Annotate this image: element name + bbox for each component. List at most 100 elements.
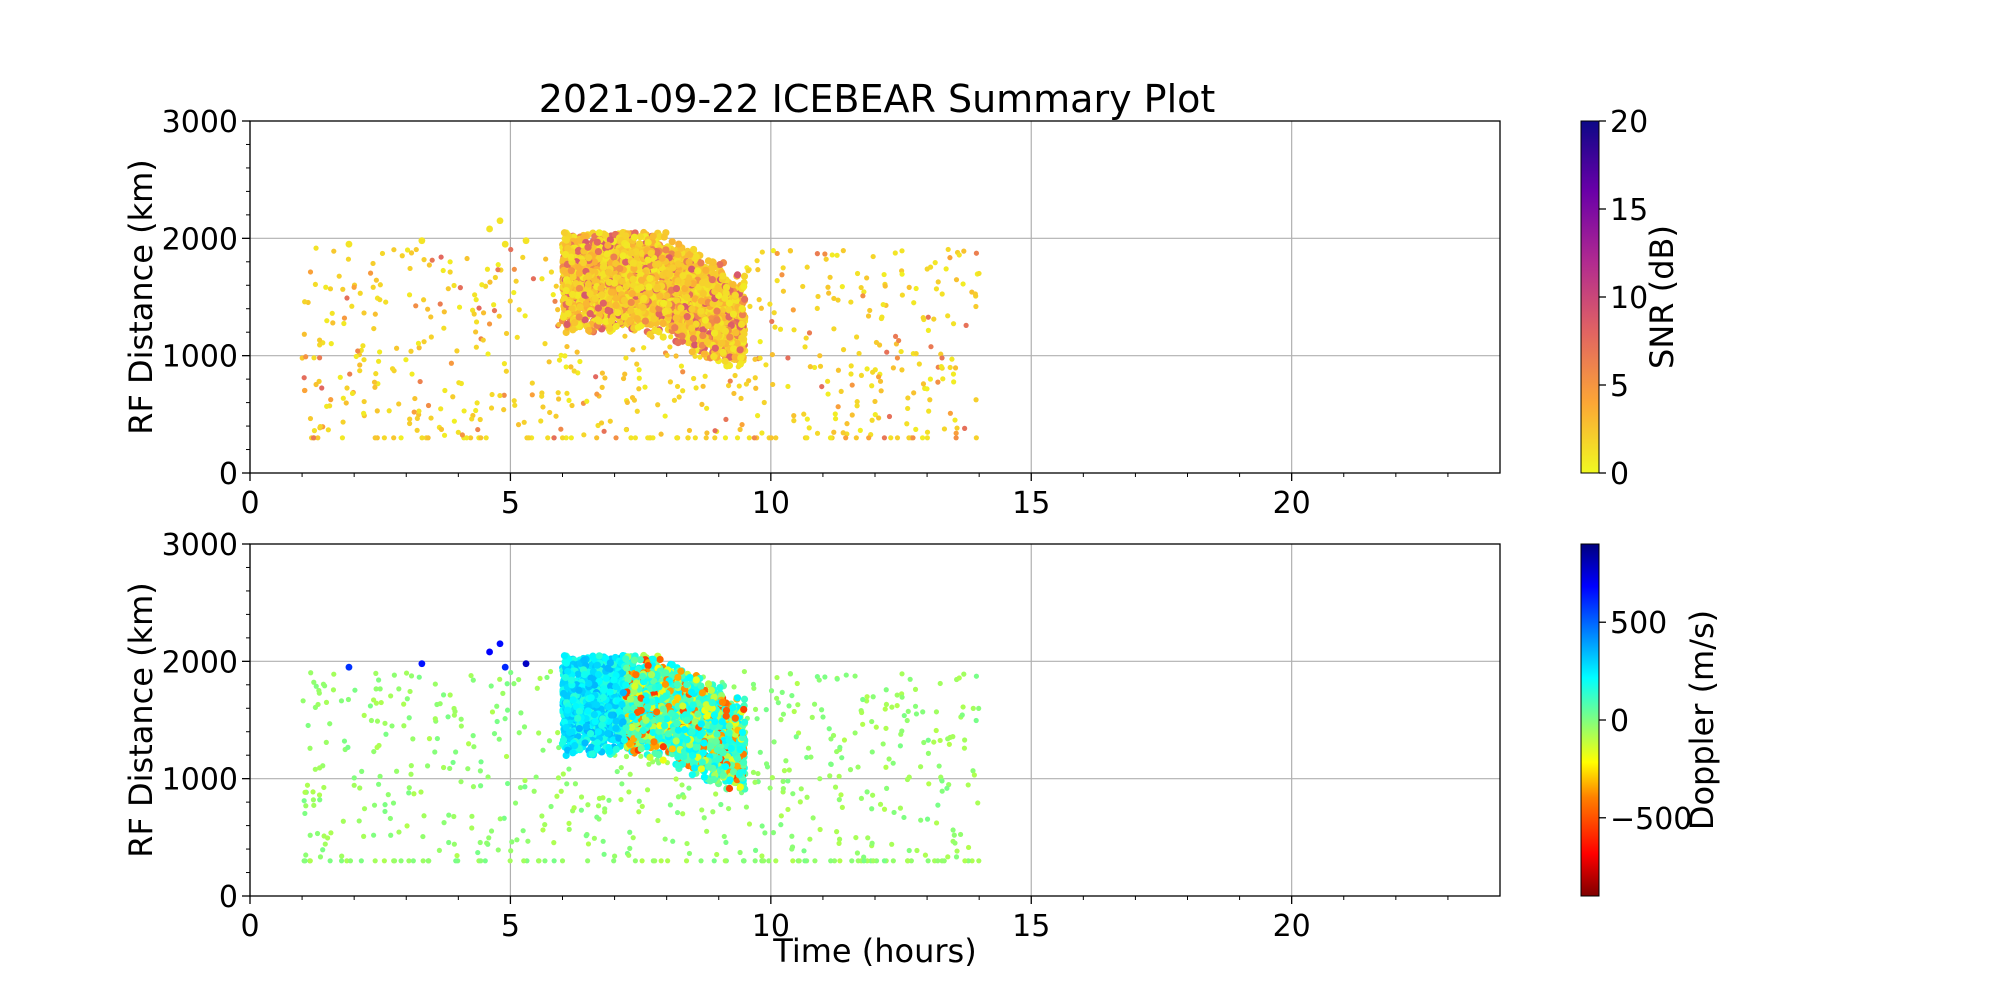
- data-point: [367, 703, 373, 709]
- data-point: [757, 355, 763, 361]
- data-point: [683, 313, 691, 321]
- data-point: [301, 858, 307, 864]
- data-point: [880, 301, 886, 308]
- data-point: [848, 299, 854, 305]
- data-point: [646, 330, 654, 338]
- data-point: [407, 265, 413, 272]
- data-point: [894, 435, 901, 441]
- data-point: [901, 814, 907, 821]
- data-point: [817, 353, 823, 359]
- data-point: [361, 806, 368, 812]
- data-point: [671, 397, 678, 403]
- data-point: [584, 280, 593, 288]
- data-point: [658, 858, 664, 864]
- data-point: [420, 833, 426, 840]
- data-point: [666, 270, 674, 278]
- data-point: [835, 367, 842, 373]
- data-point: [945, 736, 951, 742]
- data-point: [804, 416, 810, 422]
- data-point: [763, 707, 769, 713]
- data-point: [634, 408, 640, 414]
- data-point: [586, 310, 594, 318]
- data-point: [612, 301, 620, 309]
- data-point: [662, 246, 670, 254]
- data-point: [905, 858, 911, 864]
- data-point: [674, 383, 681, 390]
- data-point: [562, 236, 570, 244]
- data-point: [881, 435, 888, 441]
- data-point: [819, 383, 825, 390]
- data-point: [918, 817, 924, 823]
- data-point: [685, 258, 693, 266]
- data-point: [626, 789, 632, 795]
- data-point: [593, 374, 599, 380]
- data-point: [722, 858, 728, 864]
- data-point: [959, 712, 965, 718]
- data-point: [831, 429, 837, 435]
- data-point: [713, 307, 721, 315]
- data-point: [933, 727, 939, 734]
- data-point: [581, 432, 587, 438]
- data-point: [642, 384, 648, 390]
- data-point: [710, 809, 716, 815]
- data-point: [790, 858, 796, 864]
- data-point: [860, 293, 866, 299]
- data-point: [897, 805, 904, 811]
- data-point: [965, 844, 972, 851]
- data-point: [414, 427, 420, 433]
- data-point: [753, 385, 759, 391]
- data-point: [692, 253, 700, 261]
- data-point: [787, 247, 793, 254]
- data-point: [956, 252, 962, 258]
- data-point: [569, 402, 575, 409]
- data-point: [636, 367, 642, 373]
- data-point: [464, 255, 470, 262]
- data-point: [697, 297, 705, 305]
- data-point: [555, 396, 562, 402]
- data-point: [950, 827, 956, 833]
- data-point: [491, 307, 498, 314]
- data-point: [451, 712, 457, 718]
- data-point: [736, 346, 744, 354]
- data-point: [961, 671, 967, 677]
- data-point: [501, 240, 509, 248]
- data-point: [566, 820, 572, 827]
- data-point: [754, 716, 760, 722]
- data-point: [920, 709, 926, 715]
- data-point: [694, 267, 702, 275]
- data-point: [373, 670, 379, 676]
- data-point: [646, 435, 653, 441]
- data-point: [636, 386, 642, 392]
- data-point: [953, 277, 960, 283]
- data-point: [548, 269, 555, 275]
- data-point: [896, 337, 902, 344]
- data-point: [680, 388, 686, 394]
- data-point: [421, 339, 427, 345]
- data-point: [378, 699, 384, 706]
- data-point: [322, 841, 328, 847]
- data-point: [489, 709, 496, 715]
- data-point: [768, 435, 774, 441]
- data-point: [450, 394, 456, 400]
- data-point: [611, 858, 617, 864]
- data-point: [890, 760, 896, 766]
- data-point: [804, 264, 810, 270]
- data-point: [307, 832, 313, 838]
- data-point: [839, 755, 845, 761]
- data-point: [374, 718, 381, 724]
- data-point: [520, 828, 526, 834]
- data-point: [614, 309, 622, 317]
- data-point: [559, 858, 566, 864]
- data-point: [311, 679, 317, 685]
- data-point: [466, 741, 472, 747]
- data-point: [301, 798, 307, 804]
- data-point: [838, 388, 844, 395]
- data-point: [921, 739, 927, 746]
- data-point: [368, 717, 375, 724]
- data-point: [600, 838, 606, 844]
- data-point: [899, 728, 905, 734]
- data-point: [673, 353, 679, 359]
- data-point: [305, 722, 311, 729]
- data-point: [553, 413, 559, 419]
- data-point: [778, 717, 784, 723]
